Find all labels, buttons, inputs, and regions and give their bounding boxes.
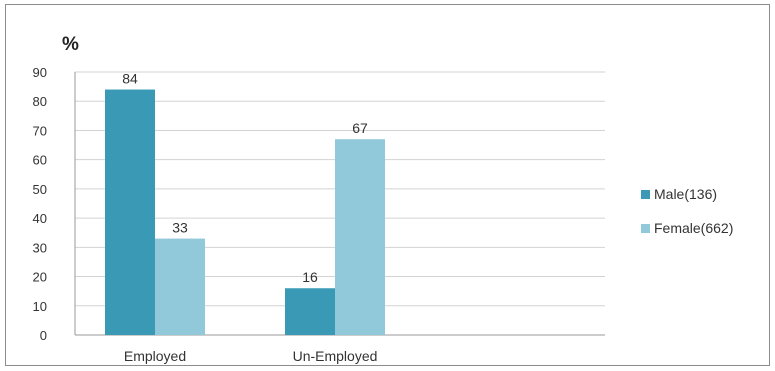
y-tick-label: 0: [40, 328, 47, 343]
y-tick-label: 70: [33, 123, 47, 138]
x-axis-categories: Employed Un-Employed: [124, 348, 378, 364]
y-axis-ticks: 0 10 20 30 40 50 60 70 80 90: [33, 65, 47, 343]
data-labels: 84 33 16 67: [122, 71, 368, 286]
y-tick-label: 60: [33, 153, 47, 168]
bars: [105, 89, 385, 336]
legend-label: Male(136): [654, 186, 717, 202]
x-category-label: Employed: [124, 348, 186, 364]
y-tick-label: 10: [33, 299, 47, 314]
data-label: 84: [122, 71, 138, 87]
data-label: 33: [172, 220, 188, 236]
legend: Male(136) Female(662): [641, 186, 733, 236]
legend-label: Female(662): [654, 220, 733, 236]
bar: [335, 139, 385, 335]
x-category-label: Un-Employed: [293, 348, 378, 364]
y-tick-label: 90: [33, 65, 47, 80]
bar: [105, 89, 155, 336]
bar: [155, 238, 205, 335]
y-tick-label: 40: [33, 211, 47, 226]
y-tick-label: 20: [33, 270, 47, 285]
data-label: 67: [352, 120, 368, 136]
y-tick-label: 80: [33, 94, 47, 109]
y-tick-label: 30: [33, 240, 47, 255]
y-axis-unit-label: %: [62, 34, 79, 55]
bar: [285, 288, 335, 335]
legend-swatch: [641, 190, 650, 199]
data-label: 16: [302, 269, 318, 285]
legend-swatch: [641, 224, 650, 233]
y-tick-label: 50: [33, 182, 47, 197]
